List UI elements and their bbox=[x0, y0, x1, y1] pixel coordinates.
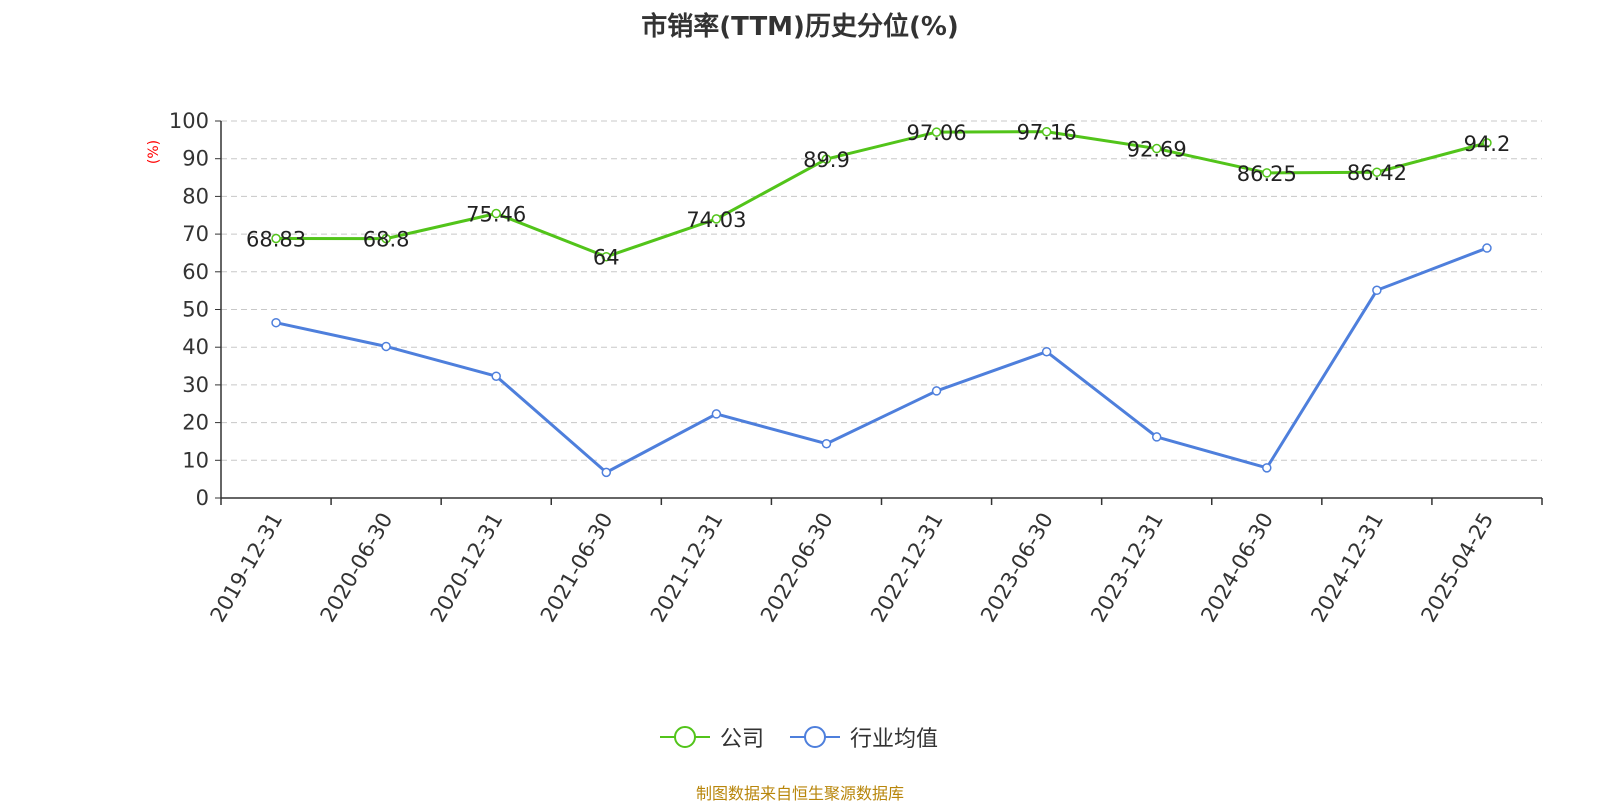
y-tick-label-10: 10 bbox=[182, 448, 209, 472]
data-point-1-2 bbox=[491, 371, 501, 381]
series-lines bbox=[271, 126, 1492, 478]
data-label-0-3: 64 bbox=[593, 246, 620, 270]
data-label-0-6: 97.06 bbox=[906, 121, 966, 145]
legend-item-company[interactable]: 公司 bbox=[660, 722, 764, 752]
data-point-0-8 bbox=[1151, 143, 1162, 154]
data-label-0-9: 86.25 bbox=[1237, 162, 1297, 186]
data-point-0-5 bbox=[821, 154, 832, 164]
data-label-0-4: 74.03 bbox=[686, 208, 746, 232]
data-point-0-11 bbox=[1482, 138, 1492, 148]
data-point-1-1 bbox=[381, 341, 391, 352]
y-axis-label: (%) bbox=[146, 140, 162, 164]
y-tick-label-80: 80 bbox=[182, 184, 209, 208]
data-point-1-7 bbox=[1041, 346, 1052, 357]
x-tick-label-2023-06-30: 2023-06-30 bbox=[976, 509, 1058, 627]
x-tick-label-2021-06-30: 2021-06-30 bbox=[536, 509, 618, 627]
x-tick-label-2024-12-31: 2024-12-31 bbox=[1306, 509, 1388, 627]
data-label-0-1: 68.8 bbox=[363, 228, 410, 252]
series-line-0 bbox=[276, 130, 1488, 259]
data-point-0-0 bbox=[271, 233, 281, 244]
data-label-0-7: 97.16 bbox=[1017, 121, 1077, 145]
data-point-0-6 bbox=[931, 127, 942, 137]
data-point-0-7 bbox=[1041, 126, 1052, 137]
data-point-0-1 bbox=[381, 233, 391, 244]
data-label-0-5: 89.9 bbox=[803, 148, 850, 172]
data-point-1-6 bbox=[931, 386, 942, 396]
x-tick-label-2021-12-31: 2021-12-31 bbox=[646, 509, 728, 627]
chart-title: 市销率(TTM)历史分位(%) bbox=[641, 12, 959, 42]
data-point-1-9 bbox=[1262, 463, 1272, 473]
data-point-1-0 bbox=[271, 317, 281, 328]
data-point-1-10 bbox=[1372, 285, 1382, 296]
x-tick-label-2023-12-31: 2023-12-31 bbox=[1086, 509, 1168, 627]
y-tick-label-60: 60 bbox=[182, 260, 209, 284]
axes: 0 10 20 30 40 50 60 70 80 90 100 2019-12-31 2020-06-… bbox=[169, 109, 1543, 627]
y-tick-label-100: 100 bbox=[169, 109, 209, 133]
y-tick-label-40: 40 bbox=[182, 335, 209, 359]
y-tick-label-20: 20 bbox=[182, 411, 209, 435]
data-point-0-9 bbox=[1262, 168, 1272, 178]
data-label-0-8: 92.69 bbox=[1127, 138, 1187, 162]
data-label-0-2: 75.46 bbox=[466, 203, 526, 227]
x-tick-label-2022-06-30: 2022-06-30 bbox=[756, 509, 838, 627]
y-tick-label-0: 0 bbox=[196, 486, 209, 510]
data-point-0-10 bbox=[1372, 167, 1382, 177]
legend-company-label: 公司 bbox=[720, 727, 765, 752]
x-tick-label-2022-12-31: 2022-12-31 bbox=[866, 509, 948, 627]
data-point-1-4 bbox=[711, 409, 722, 419]
x-tick-label-2019-12-31: 2019-12-31 bbox=[205, 509, 287, 627]
x-tick-label-2024-06-30: 2024-06-30 bbox=[1196, 509, 1278, 627]
y-tick-label-90: 90 bbox=[182, 147, 209, 171]
data-point-0-3 bbox=[601, 251, 612, 262]
data-labels: 68.83 68.8 75.46 64 74.03 89.9 97.06 97.16 92.69… bbox=[246, 121, 1510, 270]
data-point-1-5 bbox=[821, 438, 832, 449]
data-label-0-0: 68.83 bbox=[246, 228, 306, 252]
y-tick-label-70: 70 bbox=[182, 222, 209, 246]
source-note: 制图数据来自恒生聚源数据库 bbox=[695, 784, 904, 803]
data-point-1-8 bbox=[1151, 432, 1162, 442]
y-tick-label-30: 30 bbox=[182, 373, 209, 397]
x-tick-label-2025-04-25: 2025-04-25 bbox=[1416, 509, 1498, 627]
x-tick-label-2020-12-31: 2020-12-31 bbox=[426, 509, 508, 627]
legend-industry-label: 行业均值 bbox=[850, 727, 939, 752]
gridlines bbox=[221, 120, 1542, 461]
data-point-0-4 bbox=[711, 214, 722, 224]
legend-industry-marker bbox=[790, 726, 840, 748]
series-line-1 bbox=[275, 246, 1488, 474]
data-point-0-2 bbox=[491, 208, 501, 219]
x-tick-label-2020-06-30: 2020-06-30 bbox=[316, 509, 398, 627]
legend-item-industry[interactable]: 行业均值 bbox=[790, 722, 938, 752]
y-tick-label-50: 50 bbox=[182, 298, 209, 322]
legend-company-marker bbox=[660, 726, 710, 748]
data-label-0-11: 94.2 bbox=[1464, 132, 1511, 156]
data-point-1-3 bbox=[601, 467, 612, 478]
data-label-0-10: 86.42 bbox=[1347, 161, 1407, 185]
data-point-1-11 bbox=[1482, 243, 1492, 253]
